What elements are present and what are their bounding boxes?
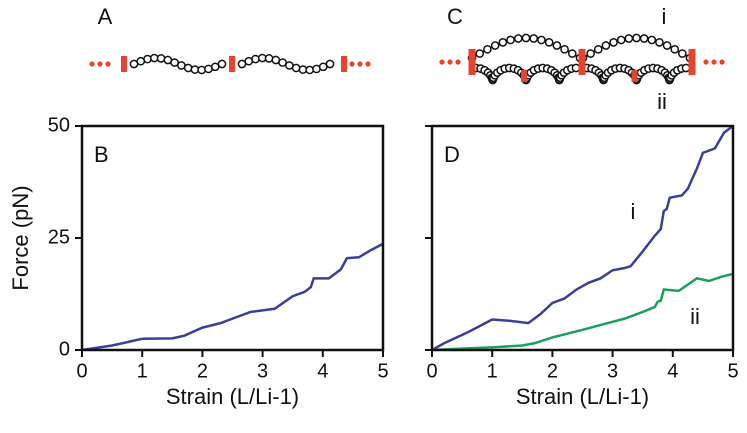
diagram — [89, 33, 725, 85]
x-tick-label: 1 — [137, 360, 148, 382]
dot — [97, 61, 103, 67]
dot — [89, 61, 95, 67]
bead — [325, 59, 335, 69]
bead — [678, 49, 687, 58]
x-tick-label: 2 — [547, 360, 558, 382]
bead — [670, 44, 680, 54]
x-tick-label: 0 — [76, 360, 87, 382]
panel-label: D — [444, 142, 460, 167]
bead — [506, 35, 515, 45]
bead — [513, 34, 523, 43]
domain-bar — [631, 70, 638, 82]
x-tick-label: 5 — [727, 360, 738, 382]
dot — [365, 61, 371, 67]
domain-bar — [341, 56, 347, 72]
domain-bar — [468, 49, 476, 75]
bead — [544, 38, 554, 47]
x-tick-label: 4 — [667, 360, 678, 382]
bead — [609, 38, 618, 47]
x-tick-label: 2 — [197, 360, 208, 382]
line — [432, 124, 733, 352]
bead — [529, 34, 539, 43]
x-tick-label: 3 — [607, 360, 618, 382]
dot — [357, 61, 363, 67]
bead — [586, 49, 595, 58]
y-tick-label: 25 — [48, 226, 70, 248]
bead — [143, 54, 152, 64]
domain-bar — [121, 56, 127, 72]
bead — [624, 34, 634, 43]
bead — [616, 35, 626, 45]
panel-label: B — [94, 142, 109, 167]
x-tick-label: 5 — [377, 360, 388, 382]
x-tick-label: 0 — [426, 360, 437, 382]
series-label: i — [631, 199, 636, 224]
chain-label: i — [662, 4, 667, 29]
chain-label: ii — [657, 89, 667, 114]
bead — [490, 41, 500, 50]
x-tick-label: 4 — [317, 360, 328, 382]
dot — [719, 59, 725, 65]
dot — [105, 61, 111, 67]
bead — [632, 33, 641, 43]
bead — [639, 34, 649, 43]
bead — [567, 49, 577, 58]
domain-bar — [688, 49, 696, 75]
bead — [647, 35, 657, 45]
dot — [349, 61, 355, 67]
domain-bar — [578, 49, 586, 75]
x-tick-label: 3 — [257, 360, 268, 382]
x-axis-label: Strain (L/Li-1) — [166, 384, 299, 409]
bead — [552, 41, 562, 50]
plot-frame — [80, 124, 385, 352]
y-axis-label: Force (pN) — [8, 185, 33, 290]
x-axis-label: Strain (L/Li-1) — [516, 384, 649, 409]
bead — [475, 49, 485, 58]
dot — [439, 59, 445, 65]
bead — [537, 35, 546, 45]
bead — [560, 44, 569, 54]
bead — [251, 54, 260, 64]
plot-frame — [430, 124, 735, 352]
bead — [197, 65, 207, 75]
bead — [593, 44, 603, 54]
series-label: ii — [690, 304, 700, 329]
domain-bar — [521, 70, 527, 82]
dot — [447, 59, 453, 65]
bead — [483, 44, 492, 54]
x-tick-label: 1 — [487, 360, 498, 382]
line — [82, 242, 383, 352]
domain-bar — [229, 56, 235, 72]
dot — [703, 59, 709, 65]
bead — [601, 41, 611, 50]
y-tick-label: 50 — [48, 114, 70, 136]
bead — [498, 38, 508, 47]
bead — [521, 33, 531, 43]
dot — [711, 59, 717, 65]
bead — [305, 65, 315, 75]
bead — [217, 59, 227, 69]
bead — [662, 41, 672, 50]
bead — [655, 38, 664, 47]
panel-label: C — [447, 4, 463, 29]
panel-label: A — [98, 4, 113, 29]
line — [432, 272, 733, 352]
y-tick-label: 0 — [59, 338, 70, 360]
dot — [455, 59, 461, 65]
